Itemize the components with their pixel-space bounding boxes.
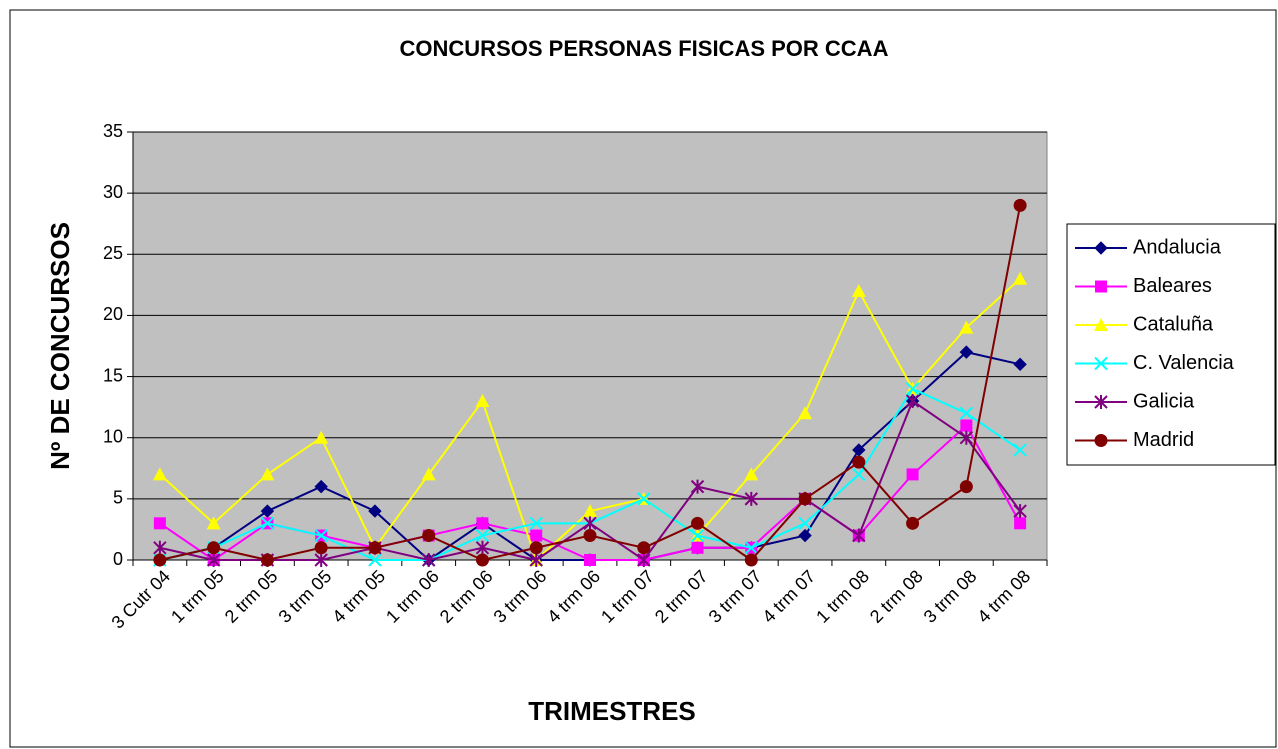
marker (959, 430, 974, 445)
marker (421, 553, 436, 567)
y-tick-label: 20 (103, 304, 123, 324)
legend-marker (1094, 241, 1108, 255)
marker (1013, 357, 1027, 372)
marker (851, 283, 866, 297)
legend-marker (1095, 280, 1107, 293)
y-axis-label: Nº DE CONCURSOS (45, 222, 75, 470)
marker (1013, 504, 1027, 519)
marker (852, 467, 866, 482)
marker (584, 554, 596, 566)
marker (153, 540, 167, 555)
marker (959, 345, 974, 359)
marker (314, 553, 328, 567)
marker (959, 406, 974, 420)
marker (798, 492, 812, 506)
marker (959, 320, 974, 334)
legend-marker (1094, 434, 1108, 447)
marker (852, 455, 866, 469)
legend-marker (1094, 356, 1108, 371)
marker (368, 553, 382, 567)
marker (260, 467, 275, 481)
marker (583, 529, 597, 543)
marker (529, 541, 543, 555)
marker (583, 504, 597, 518)
legend-marker (1094, 318, 1108, 331)
marker (905, 394, 920, 409)
y-tick-label: 35 (103, 121, 123, 141)
legend-label: C. Valencia (1133, 352, 1235, 374)
legend-label: Andalucia (1133, 236, 1222, 258)
marker (691, 541, 704, 554)
marker (206, 516, 221, 530)
marker (314, 528, 328, 543)
marker (690, 479, 705, 494)
marker (530, 529, 543, 542)
legend-label: Baleares (1133, 275, 1212, 297)
marker (744, 553, 758, 567)
marker (637, 553, 651, 567)
plot-area (132, 131, 1048, 561)
marker (798, 528, 812, 543)
marker (475, 540, 490, 555)
marker (637, 492, 651, 506)
marker (314, 430, 329, 444)
marker (744, 541, 759, 555)
marker (744, 491, 759, 506)
y-tick-label: 10 (103, 426, 123, 446)
marker (691, 516, 705, 530)
marker (637, 541, 651, 555)
legend-label: Galicia (1133, 390, 1195, 412)
marker (260, 516, 275, 531)
marker (798, 406, 813, 420)
marker (476, 517, 489, 530)
marker (959, 480, 973, 494)
marker (852, 528, 866, 543)
marker (207, 541, 221, 555)
marker (1013, 271, 1028, 285)
marker (583, 516, 597, 531)
marker (153, 553, 167, 567)
marker (960, 419, 973, 432)
legend-marker (1094, 395, 1108, 409)
marker (260, 553, 274, 567)
marker (798, 516, 812, 531)
chart-title: CONCURSOS PERSONAS FISICAS POR CCAA (400, 36, 889, 61)
y-tick-label: 30 (103, 182, 123, 202)
marker (475, 553, 489, 567)
legend-label: Cataluña (1133, 313, 1214, 335)
y-tick-label: 15 (103, 365, 123, 385)
y-tick-label: 0 (113, 549, 123, 569)
marker (422, 529, 436, 543)
marker (314, 541, 328, 555)
marker (1013, 443, 1027, 457)
marker (529, 516, 543, 531)
marker (905, 382, 920, 396)
legend-box (1066, 223, 1276, 466)
marker (690, 528, 705, 543)
y-tick-label: 25 (103, 243, 123, 263)
marker (1014, 517, 1027, 530)
marker (475, 394, 490, 408)
marker (421, 467, 436, 481)
y-tick-label: 5 (113, 488, 123, 508)
marker (260, 504, 275, 518)
marker (529, 553, 543, 567)
marker (152, 467, 167, 481)
x-axis-label: TRIMESTRES (528, 696, 696, 726)
marker (368, 541, 382, 555)
marker (744, 467, 759, 481)
marker (1013, 198, 1027, 212)
marker (206, 553, 221, 567)
marker (153, 517, 166, 530)
marker (314, 479, 328, 494)
marker (475, 528, 490, 543)
marker (368, 504, 382, 518)
marker (906, 468, 919, 481)
legend-label: Madrid (1133, 429, 1194, 451)
marker (906, 516, 920, 530)
